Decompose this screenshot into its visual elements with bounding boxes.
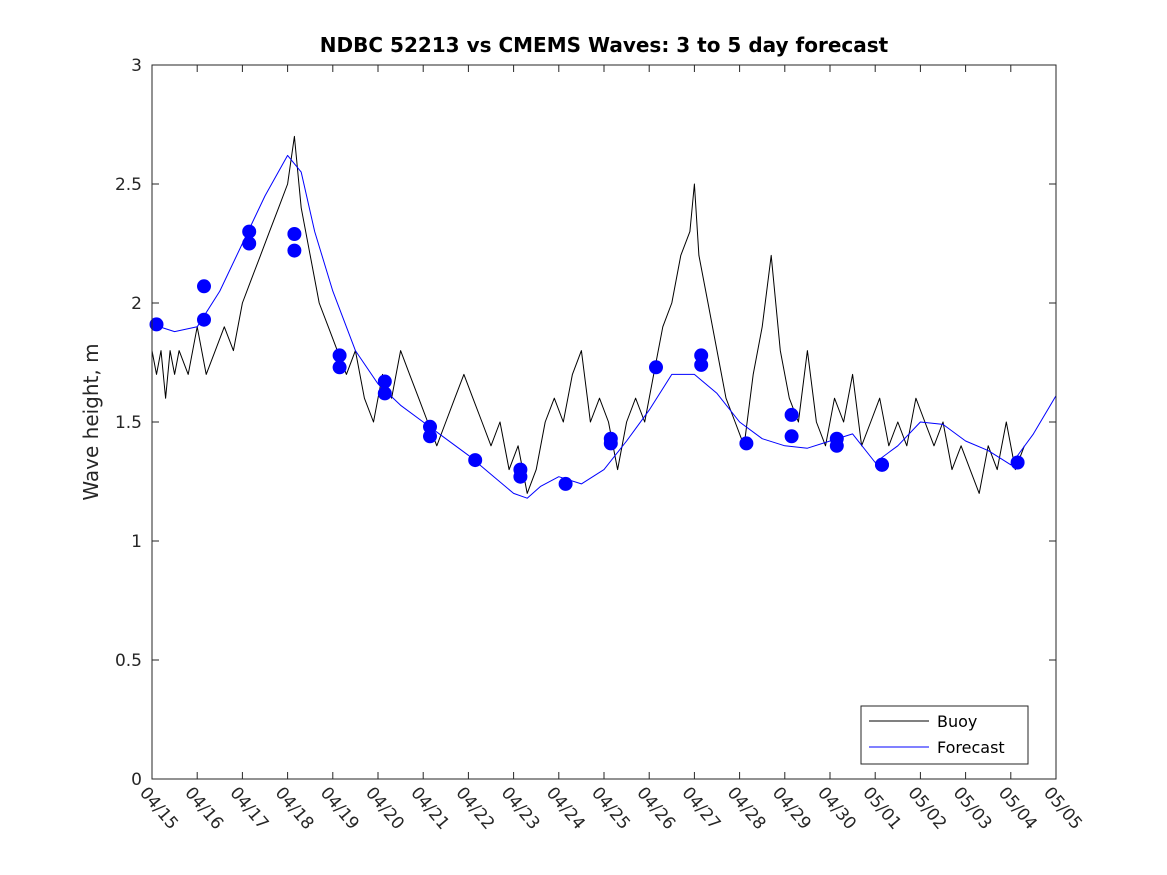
forecast-marker [287, 227, 302, 241]
forecast-marker [149, 317, 164, 332]
y-tick-label: 0.5 [115, 651, 142, 671]
forecast-marker [513, 469, 528, 484]
forecast-marker [875, 457, 889, 472]
y-tick-label: 1.5 [115, 413, 142, 433]
forecast-marker [377, 374, 392, 389]
forecast-line [151, 154, 1057, 499]
forecast-marker [332, 348, 347, 363]
y-axis-label: Wave height, m [79, 343, 103, 500]
y-tick-label: 3 [131, 56, 142, 76]
y-tick-label: 2.5 [115, 175, 142, 195]
forecast-marker [242, 236, 257, 251]
legend-label-forecast: Forecast [937, 738, 1005, 757]
buoy-line [151, 135, 1025, 494]
legend-box [860, 705, 1029, 765]
forecast-marker [829, 438, 844, 453]
marker-layer [149, 224, 1025, 491]
forecast-marker [739, 436, 754, 451]
y-tick-label: 0 [131, 770, 142, 790]
legend-label-buoy: Buoy [937, 712, 977, 731]
forecast-marker [242, 224, 257, 239]
y-tick-label: 2 [131, 294, 142, 314]
forecast-marker [1010, 455, 1025, 470]
forecast-marker [558, 476, 573, 491]
forecast-marker [423, 429, 437, 444]
forecast-marker [332, 360, 347, 375]
chart-title: NDBC 52213 vs CMEMS Waves: 3 to 5 day fo… [320, 33, 889, 57]
forecast-marker [377, 386, 392, 401]
forecast-marker [287, 243, 302, 258]
plot-area [152, 65, 1056, 779]
y-tick-label: 1 [131, 532, 142, 552]
forecast-marker [784, 429, 799, 444]
forecast-marker [468, 453, 483, 468]
forecast-marker [603, 436, 618, 451]
forecast-marker [784, 407, 799, 422]
legend: Buoy Forecast [860, 705, 1029, 765]
series-layer [151, 135, 1057, 499]
forecast-marker [694, 357, 709, 372]
forecast-marker [197, 279, 211, 294]
forecast-marker [649, 360, 663, 375]
y-axis-ticks: 0 0.5 1 1.5 2 2.5 3 [115, 56, 1056, 790]
forecast-marker [197, 312, 211, 327]
